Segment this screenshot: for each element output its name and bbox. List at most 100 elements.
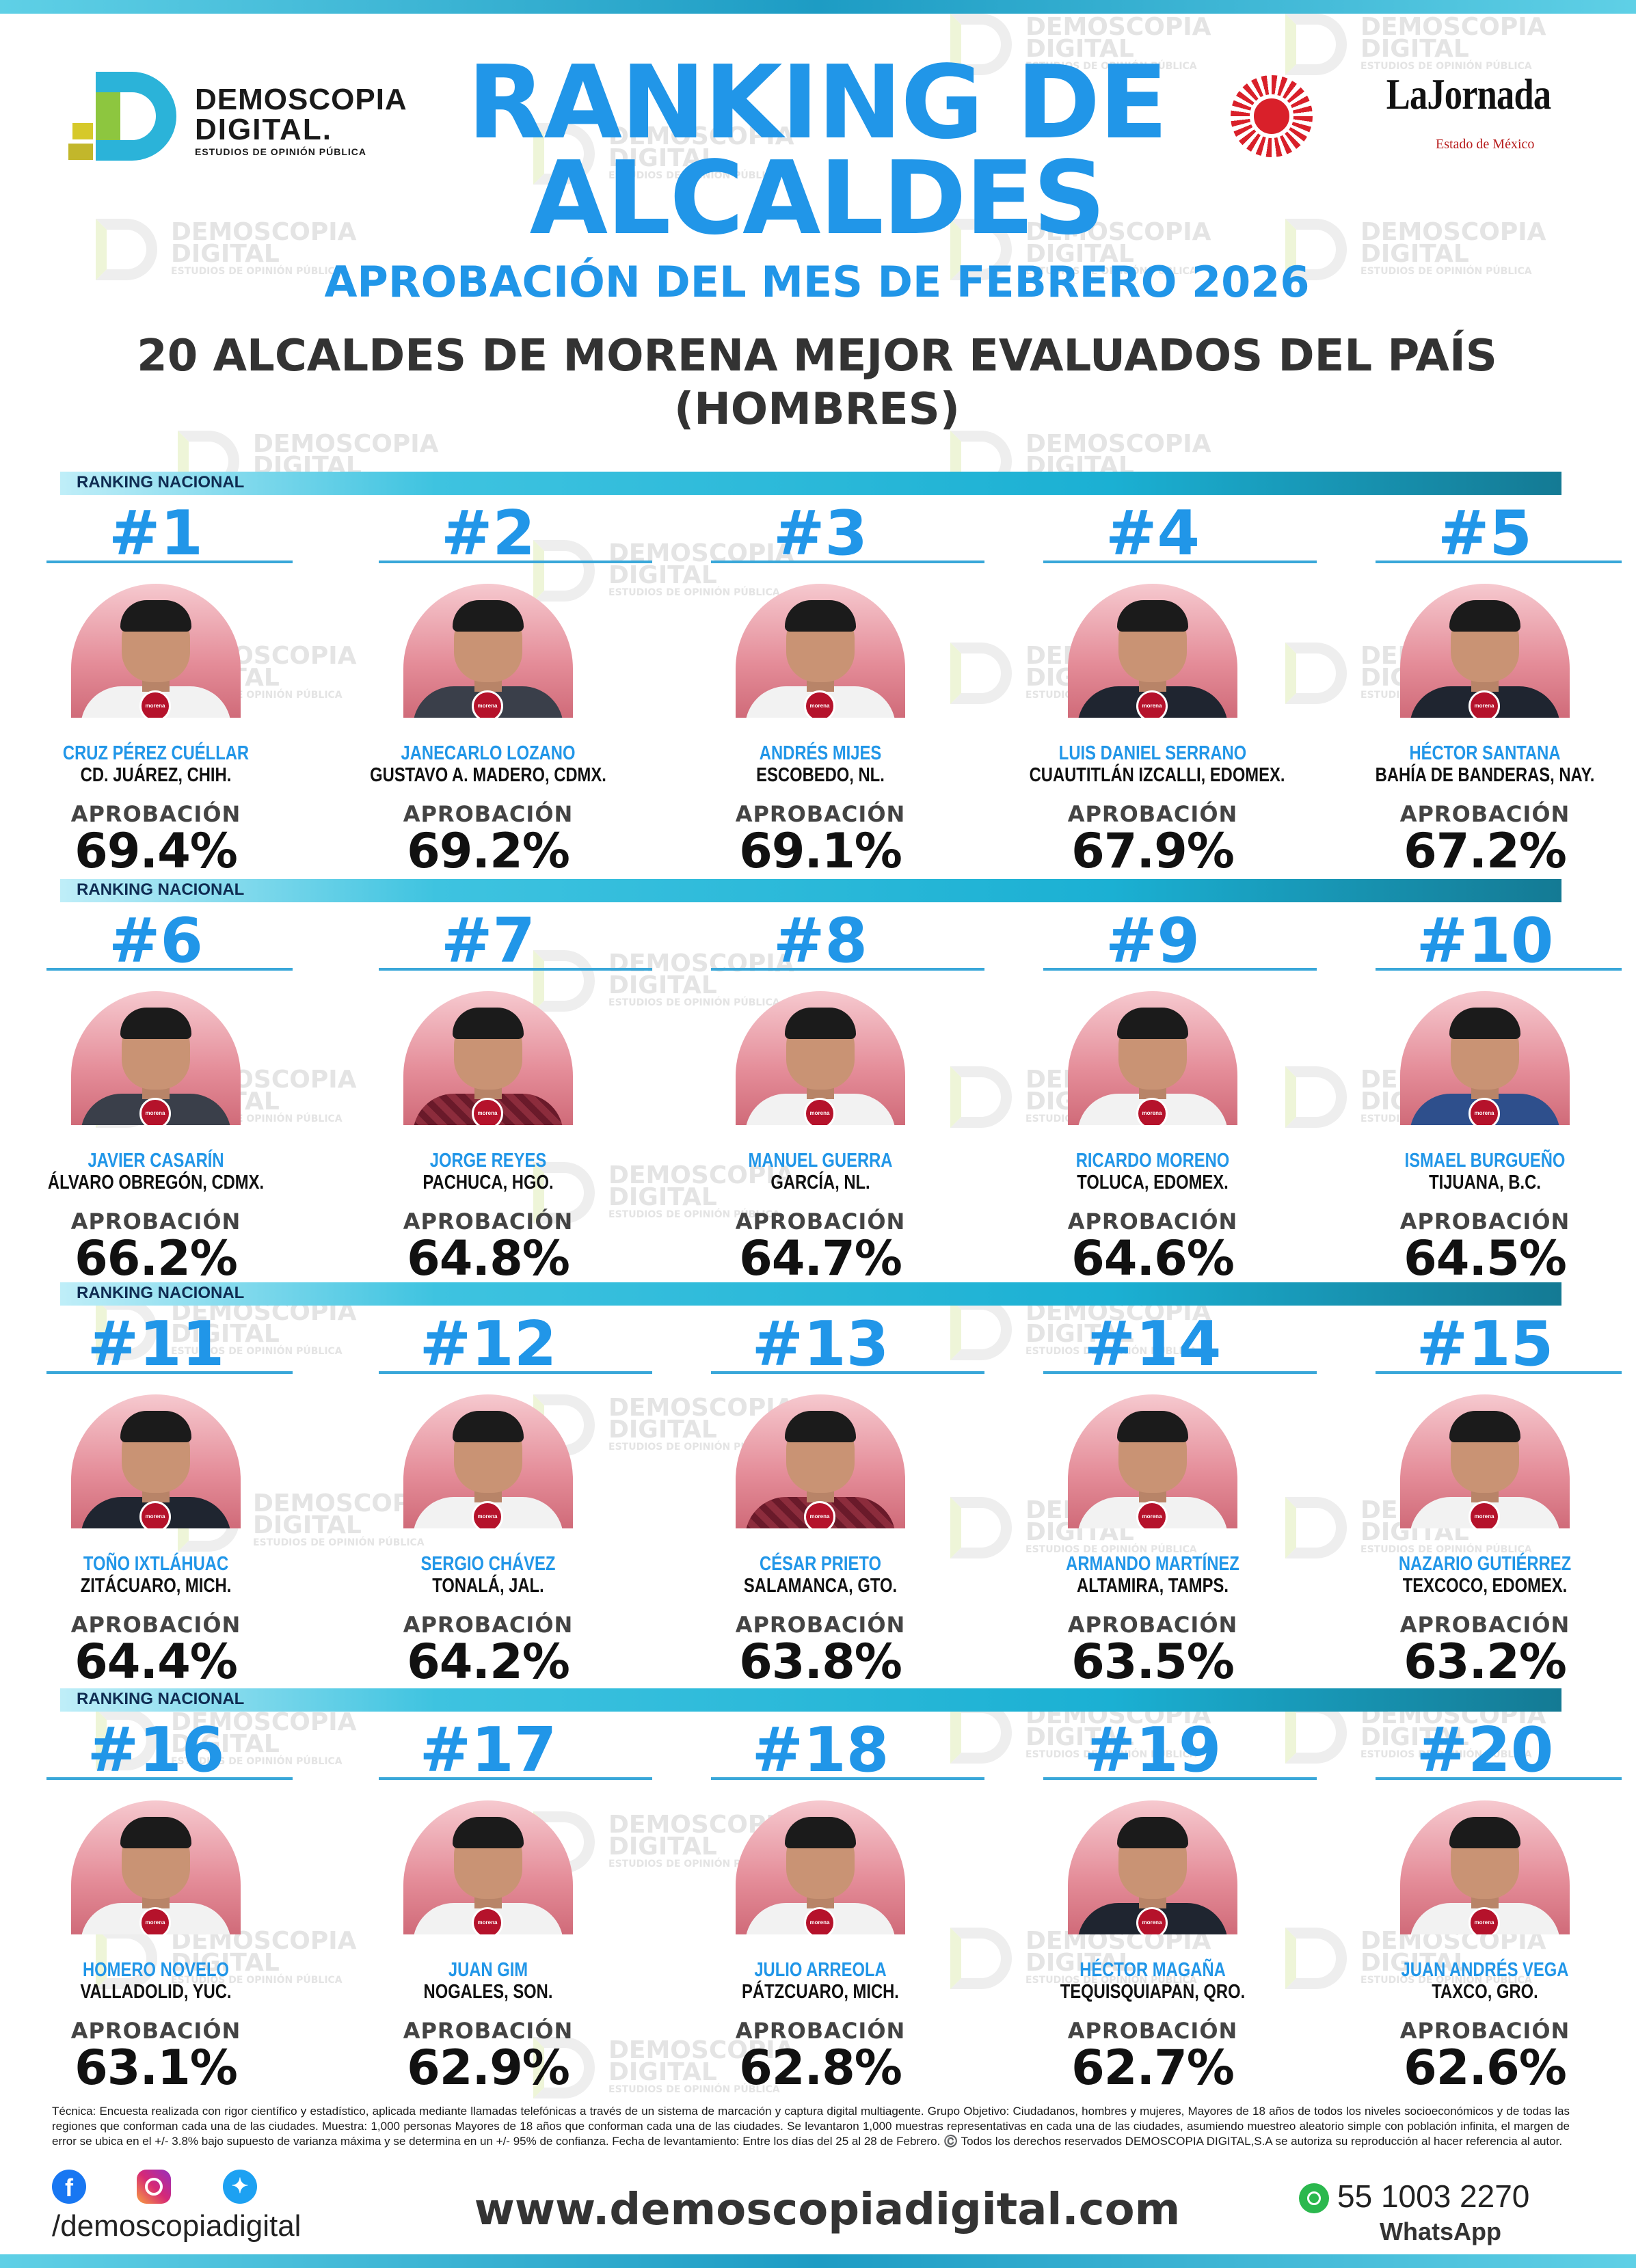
mayor-city: ÁLVARO OBREGÓN, CDMX. [47,1172,265,1193]
mayor-name: JANECARLO LOZANO [401,742,576,764]
mayor-photo: morena [736,1800,905,1934]
approval-value: 67.2% [1404,823,1567,879]
rank-number: #4 [1105,498,1201,569]
section-label: RANKING NACIONAL [77,473,245,491]
morena-badge: morena [472,1907,503,1934]
rank-underline [1043,1777,1317,1780]
rank-number: #20 [1416,1714,1554,1786]
mayor-photo: morena [1068,584,1237,718]
mayor-photo: morena [1400,584,1570,718]
approval-label: APROBACIÓN [735,2018,906,2044]
approval-label: APROBACIÓN [403,1612,574,1638]
mayor-name: JAVIER CASARÍN [88,1150,224,1172]
morena-badge: morena [139,690,171,718]
la-jornada-sub: Estado de México [1436,137,1535,152]
rank-number: #10 [1416,905,1554,977]
approval-value: 64.6% [1071,1230,1235,1286]
mayor-name: LUIS DANIEL SERRANO [1058,742,1247,764]
approval-label: APROBACIÓN [735,801,906,827]
mayor-photo: morena [403,1394,573,1528]
approval-label: APROBACIÓN [1067,801,1238,827]
morena-badge: morena [804,690,835,718]
section-bar [60,1282,1561,1306]
rank-number: #2 [440,498,536,569]
mayor-name: JUAN ANDRÉS VEGA [1401,1959,1569,1981]
rank-number: #14 [1084,1308,1222,1380]
mayor-city: GUSTAVO A. MADERO, CDMX. [370,764,606,786]
mayor-city: TEXCOCO, EDOMEX. [1402,1575,1568,1597]
rank-underline [1043,1371,1317,1374]
mayor-city: SALAMANCA, GTO. [743,1575,898,1597]
section-label: RANKING NACIONAL [77,1690,245,1708]
section-bar [60,879,1561,902]
logo-tagline: ESTUDIOS DE OPINIÓN PÚBLICA [195,146,367,157]
mayor-name: JULIO ARREOLA [754,1959,887,1981]
morena-badge: morena [472,690,503,718]
logo-line1: DEMOSCOPIA [195,83,407,116]
facebook-icon[interactable]: f [52,2170,86,2204]
morena-badge: morena [139,1907,171,1934]
la-jornada-name: LaJornada [1386,70,1551,118]
mayor-city: VALLADOLID, YUC. [80,1981,232,2003]
website-link[interactable]: www.demoscopiadigital.com [474,2185,1181,2235]
morena-badge: morena [1136,1501,1168,1528]
mayor-photo: morena [1400,1800,1570,1934]
approval-value: 64.4% [75,1634,238,1690]
approval-value: 62.8% [739,2040,902,2096]
mayor-city: BAHÍA DE BANDERAS, NAY. [1375,764,1595,786]
heading-line1: 20 ALCALDES DE MORENA MEJOR EVALUADOS DE… [137,331,1497,381]
social-handle[interactable]: /demoscopiadigital [52,2209,301,2243]
approval-value: 67.9% [1071,823,1235,879]
mayor-name: SERGIO CHÁVEZ [420,1553,556,1575]
instagram-icon[interactable] [137,2170,171,2204]
rank-number: #1 [108,498,204,569]
approval-label: APROBACIÓN [1067,1612,1238,1638]
section-bar [60,472,1561,495]
rank-number: #5 [1437,498,1533,569]
phone-number: 55 1003 2270 [1337,2178,1530,2214]
rank-underline [711,561,984,563]
top-stripe [0,0,1636,14]
demoscopia-logo-mark [68,68,185,164]
rank-underline [379,1371,652,1374]
morena-badge: morena [472,1098,503,1125]
title-line2: ALCALDES [529,139,1106,257]
morena-badge: morena [1136,1907,1168,1934]
rank-number: #6 [108,905,204,977]
rank-number: #9 [1105,905,1201,977]
mayor-photo: morena [71,991,241,1125]
mayor-city: TIJUANA, B.C. [1429,1172,1541,1193]
morena-badge: morena [1469,690,1500,718]
morena-badge: morena [1469,1907,1500,1934]
mayor-name: MANUEL GUERRA [748,1150,893,1172]
rank-underline [1376,968,1622,971]
mayor-name: HOMERO NOVELO [82,1959,230,1981]
twitter-icon[interactable]: ✦ [223,2170,257,2204]
mayor-name: HÉCTOR SANTANA [1409,742,1561,764]
technical-note: Técnica: Encuesta realizada con rigor ci… [52,2105,1570,2148]
rank-number: #16 [87,1714,225,1786]
rank-underline [1043,968,1317,971]
whatsapp-label: WhatsApp [1380,2217,1501,2245]
mayor-name: ISMAEL BURGUEÑO [1404,1150,1566,1172]
approval-label: APROBACIÓN [403,1209,574,1234]
morena-badge: morena [139,1098,171,1125]
rank-underline [711,968,984,971]
approval-label: APROBACIÓN [403,801,574,827]
approval-label: APROBACIÓN [1067,2018,1238,2044]
approval-value: 64.7% [739,1230,902,1286]
mayor-name: ARMANDO MARTÍNEZ [1066,1553,1239,1575]
bottom-stripe [0,2254,1636,2268]
rank-underline [379,1777,652,1780]
heading-line2: (HOMBRES) [673,384,961,435]
mayor-city: NOGALES, SON. [423,1981,553,2003]
rank-underline [379,968,652,971]
mayor-photo: morena [71,1800,241,1934]
rank-underline [1376,1777,1622,1780]
rank-number: #11 [87,1308,225,1380]
mayor-name: ANDRÉS MIJES [759,742,882,764]
mayor-photo: morena [403,1800,573,1934]
mayor-photo: morena [1400,991,1570,1125]
rank-underline [46,968,293,971]
mayor-photo: morena [71,1394,241,1528]
